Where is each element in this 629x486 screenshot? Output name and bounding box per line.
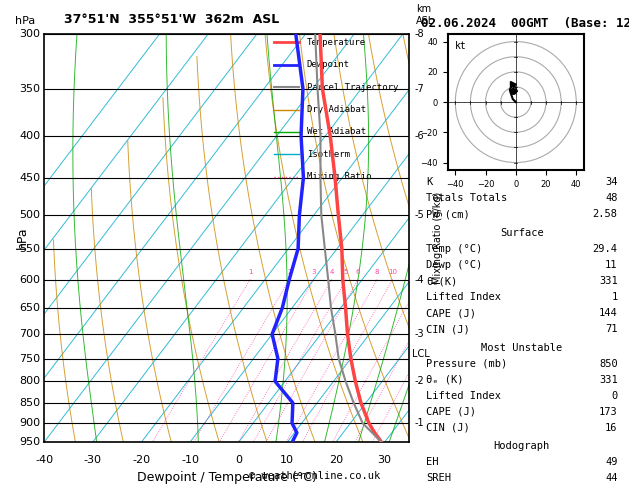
Text: Mixing Ratio: Mixing Ratio [307, 173, 371, 181]
Text: 5: 5 [344, 269, 348, 276]
Text: 10: 10 [388, 269, 397, 276]
Text: -6: -6 [415, 131, 424, 141]
Text: 48: 48 [605, 193, 618, 204]
Text: 173: 173 [599, 407, 618, 417]
Text: 4: 4 [330, 269, 334, 276]
Text: hPa: hPa [15, 16, 35, 26]
Text: Temperature: Temperature [307, 38, 366, 47]
Text: 3: 3 [311, 269, 316, 276]
Text: 331: 331 [599, 276, 618, 286]
Text: CIN (J): CIN (J) [426, 324, 470, 334]
Text: 450: 450 [19, 173, 40, 183]
Text: Most Unstable: Most Unstable [481, 343, 562, 353]
Text: 750: 750 [19, 353, 40, 364]
Text: Lifted Index: Lifted Index [426, 292, 501, 302]
Text: Lifted Index: Lifted Index [426, 391, 501, 401]
Text: -4: -4 [415, 275, 424, 284]
Text: 30: 30 [377, 454, 391, 465]
Text: 950: 950 [19, 437, 40, 447]
Text: 1: 1 [248, 269, 252, 276]
Text: -10: -10 [181, 454, 199, 465]
Text: -20: -20 [132, 454, 150, 465]
Text: -40: -40 [35, 454, 53, 465]
Text: -30: -30 [84, 454, 102, 465]
Text: -8: -8 [415, 29, 424, 39]
Text: 300: 300 [19, 29, 40, 39]
Text: kt: kt [455, 41, 466, 51]
Text: 550: 550 [19, 243, 40, 254]
Text: 144: 144 [599, 308, 618, 318]
Text: 350: 350 [19, 84, 40, 94]
Text: © weatheronline.co.uk: © weatheronline.co.uk [249, 471, 380, 481]
Text: Wet Adiabat: Wet Adiabat [307, 127, 366, 137]
Text: CIN (J): CIN (J) [426, 423, 470, 433]
Text: 850: 850 [19, 398, 40, 408]
Text: -1: -1 [415, 418, 424, 428]
Text: LCL: LCL [413, 349, 430, 359]
Text: θₑ(K): θₑ(K) [426, 276, 457, 286]
Text: Totals Totals: Totals Totals [426, 193, 507, 204]
Text: 2.58: 2.58 [593, 209, 618, 220]
Text: Dewpoint: Dewpoint [307, 60, 350, 69]
Text: 700: 700 [19, 329, 40, 339]
Text: 331: 331 [599, 375, 618, 385]
Text: -7: -7 [415, 84, 424, 94]
Text: 49: 49 [605, 457, 618, 468]
Text: Dry Adiabat: Dry Adiabat [307, 105, 366, 114]
Text: 800: 800 [19, 376, 40, 386]
Text: PW (cm): PW (cm) [426, 209, 470, 220]
Text: Surface: Surface [500, 228, 543, 238]
Text: 29.4: 29.4 [593, 244, 618, 254]
Text: 900: 900 [19, 418, 40, 428]
Text: CAPE (J): CAPE (J) [426, 308, 476, 318]
Text: Isotherm: Isotherm [307, 150, 350, 159]
Text: CAPE (J): CAPE (J) [426, 407, 476, 417]
Text: EH: EH [426, 457, 438, 468]
Text: 02.06.2024  00GMT  (Base: 12): 02.06.2024 00GMT (Base: 12) [421, 17, 629, 30]
Text: 650: 650 [19, 303, 40, 313]
Text: Pressure (mb): Pressure (mb) [426, 359, 507, 369]
Text: 500: 500 [19, 210, 40, 220]
Text: -5: -5 [415, 210, 424, 220]
Text: 1: 1 [611, 292, 618, 302]
Text: 11: 11 [605, 260, 618, 270]
Text: Temp (°C): Temp (°C) [426, 244, 482, 254]
Text: hPa: hPa [16, 227, 29, 249]
Text: Hodograph: Hodograph [494, 441, 550, 451]
Text: 600: 600 [19, 275, 40, 284]
Text: 400: 400 [19, 131, 40, 141]
Text: 20: 20 [329, 454, 343, 465]
Text: -2: -2 [415, 376, 424, 386]
Text: 8: 8 [375, 269, 379, 276]
Text: Parcel Trajectory: Parcel Trajectory [307, 83, 398, 91]
Text: 34: 34 [605, 177, 618, 188]
Text: 16: 16 [605, 423, 618, 433]
Text: Dewp (°C): Dewp (°C) [426, 260, 482, 270]
Text: 0: 0 [235, 454, 242, 465]
Text: Mixing Ratio (g/kg): Mixing Ratio (g/kg) [433, 192, 443, 284]
Text: Dewpoint / Temperature (°C): Dewpoint / Temperature (°C) [136, 471, 316, 484]
Text: 71: 71 [605, 324, 618, 334]
Text: 6: 6 [355, 269, 360, 276]
Text: 44: 44 [605, 473, 618, 484]
Text: 37°51'N  355°51'W  362m  ASL: 37°51'N 355°51'W 362m ASL [64, 13, 279, 26]
Text: SREH: SREH [426, 473, 451, 484]
Text: 0: 0 [611, 391, 618, 401]
Text: 10: 10 [281, 454, 294, 465]
Text: θₑ (K): θₑ (K) [426, 375, 464, 385]
Text: K: K [426, 177, 432, 188]
Text: km
ASL: km ASL [416, 4, 435, 26]
Text: 2: 2 [287, 269, 292, 276]
Text: 850: 850 [599, 359, 618, 369]
Text: -3: -3 [415, 329, 424, 339]
